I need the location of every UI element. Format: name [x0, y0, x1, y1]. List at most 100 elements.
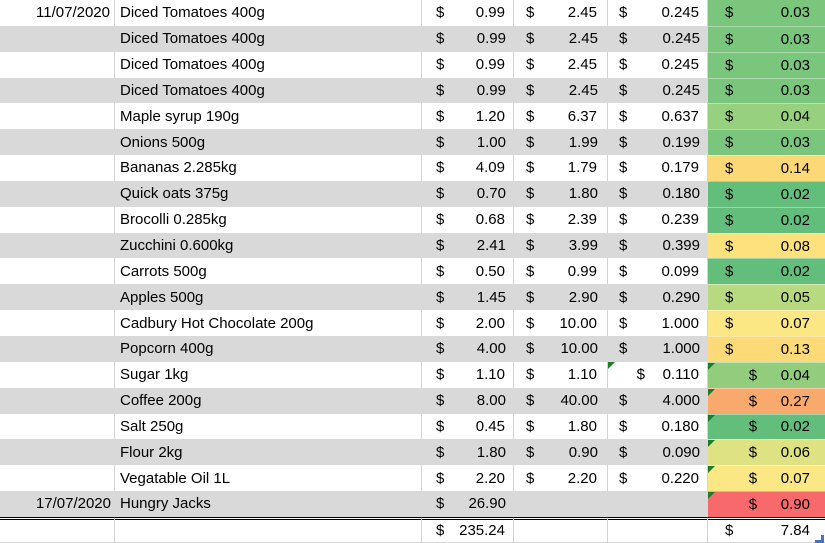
- cell-item[interactable]: Sugar 1kg: [115, 361, 422, 388]
- cell-date[interactable]: [0, 465, 115, 492]
- cell-full-price[interactable]: $40.00: [514, 387, 608, 414]
- cell-cost-per-serve[interactable]: $0.03: [708, 129, 825, 156]
- cell-unit-price[interactable]: $4.000: [608, 387, 708, 414]
- cell-full-price[interactable]: $2.45: [514, 51, 608, 78]
- cell-date[interactable]: [0, 155, 115, 181]
- cell-cost-per-serve[interactable]: $0.07: [708, 465, 825, 492]
- cell-price-paid[interactable]: $0.99: [422, 0, 514, 26]
- cell-full-price[interactable]: $6.37: [514, 103, 608, 130]
- cell-full-price[interactable]: [514, 491, 608, 517]
- cell-full-price[interactable]: $1.10: [514, 361, 608, 388]
- cell-cost-per-serve[interactable]: $0.02: [708, 258, 825, 285]
- cell-date[interactable]: [0, 439, 115, 466]
- cell-total-spent[interactable]: $235.24: [422, 516, 514, 543]
- cell-cost-per-serve[interactable]: $0.04: [708, 103, 825, 130]
- cell-unit-price[interactable]: $0.179: [608, 155, 708, 181]
- cell-unit-price[interactable]: $0.245: [608, 77, 708, 104]
- cell-price-paid[interactable]: $8.00: [422, 387, 514, 414]
- cell-cost-per-serve[interactable]: $0.06: [708, 439, 825, 466]
- cell-item[interactable]: Coffee 200g: [115, 387, 422, 414]
- cell-price-paid[interactable]: $0.70: [422, 180, 514, 207]
- cell-item[interactable]: Diced Tomatoes 400g: [115, 0, 422, 26]
- cell-item[interactable]: Flour 2kg: [115, 439, 422, 466]
- cell-empty[interactable]: [115, 516, 422, 543]
- cell-unit-price[interactable]: $0.110: [608, 361, 708, 388]
- cell-unit-price[interactable]: $0.099: [608, 258, 708, 285]
- cell-item[interactable]: Onions 500g: [115, 129, 422, 156]
- cell-unit-price[interactable]: $1.000: [608, 335, 708, 362]
- cell-price-paid[interactable]: $0.45: [422, 413, 514, 440]
- cell-cost-per-serve[interactable]: $0.02: [708, 413, 825, 440]
- cell-date[interactable]: [0, 77, 115, 104]
- cell-unit-price[interactable]: $0.290: [608, 284, 708, 311]
- cell-date[interactable]: [0, 232, 115, 259]
- cell-date[interactable]: [0, 413, 115, 440]
- cell-full-price[interactable]: $1.99: [514, 129, 608, 156]
- cell-full-price[interactable]: $10.00: [514, 310, 608, 336]
- cell-date[interactable]: [0, 51, 115, 78]
- cell-cost-per-serve[interactable]: $0.05: [708, 284, 825, 311]
- cell-full-price[interactable]: $0.90: [514, 439, 608, 466]
- cell-full-price[interactable]: $1.80: [514, 413, 608, 440]
- cell-item[interactable]: Vegatable Oil 1L: [115, 465, 422, 492]
- cell-date[interactable]: [0, 258, 115, 285]
- cell-full-price[interactable]: $2.45: [514, 25, 608, 52]
- cell-full-price[interactable]: $2.45: [514, 77, 608, 104]
- cell-price-paid[interactable]: $0.50: [422, 258, 514, 285]
- cell-full-price[interactable]: $1.79: [514, 155, 608, 181]
- cell-item[interactable]: Diced Tomatoes 400g: [115, 77, 422, 104]
- cell-item[interactable]: Diced Tomatoes 400g: [115, 51, 422, 78]
- cell-full-price[interactable]: $10.00: [514, 335, 608, 362]
- cell-date[interactable]: [0, 361, 115, 388]
- cell-item[interactable]: Zucchini 0.600kg: [115, 232, 422, 259]
- cell-cost-per-serve[interactable]: $0.14: [708, 155, 825, 181]
- cell-item[interactable]: Popcorn 400g: [115, 335, 422, 362]
- cell-full-price[interactable]: $3.99: [514, 232, 608, 259]
- cell-full-price[interactable]: $2.45: [514, 0, 608, 26]
- cell-item[interactable]: Apples 500g: [115, 284, 422, 311]
- cell-unit-price[interactable]: $0.637: [608, 103, 708, 130]
- cell-date[interactable]: [0, 206, 115, 233]
- cell-item[interactable]: Maple syrup 190g: [115, 103, 422, 130]
- cell-unit-price[interactable]: $0.245: [608, 25, 708, 52]
- cell-empty[interactable]: [608, 516, 708, 543]
- cell-price-paid[interactable]: $1.80: [422, 439, 514, 466]
- cell-unit-price[interactable]: $0.090: [608, 439, 708, 466]
- cell-date[interactable]: [0, 310, 115, 336]
- cell-price-paid[interactable]: $2.41: [422, 232, 514, 259]
- cell-unit-price[interactable]: $0.399: [608, 232, 708, 259]
- cell-unit-price[interactable]: $0.245: [608, 51, 708, 78]
- cell-full-price[interactable]: $2.39: [514, 206, 608, 233]
- cell-item[interactable]: Salt 250g: [115, 413, 422, 440]
- cell-full-price[interactable]: $2.20: [514, 465, 608, 492]
- cell-item[interactable]: Hungry Jacks: [115, 491, 422, 517]
- cell-date[interactable]: [0, 129, 115, 156]
- cell-unit-price[interactable]: $1.000: [608, 310, 708, 336]
- cell-price-paid[interactable]: $1.00: [422, 129, 514, 156]
- cell-cost-per-serve[interactable]: $0.02: [708, 206, 825, 233]
- cell-total-per-serve[interactable]: $7.84: [708, 516, 825, 543]
- cell-price-paid[interactable]: $26.90: [422, 491, 514, 517]
- cell-date[interactable]: 17/07/2020: [0, 491, 115, 517]
- cell-price-paid[interactable]: $2.20: [422, 465, 514, 492]
- cell-price-paid[interactable]: $1.20: [422, 103, 514, 130]
- cell-price-paid[interactable]: $0.68: [422, 206, 514, 233]
- cell-item[interactable]: Bananas 2.285kg: [115, 155, 422, 181]
- cell-unit-price[interactable]: $0.180: [608, 180, 708, 207]
- cell-empty[interactable]: [0, 516, 115, 543]
- cell-price-paid[interactable]: $1.10: [422, 361, 514, 388]
- cell-date[interactable]: [0, 103, 115, 130]
- cell-cost-per-serve[interactable]: $0.03: [708, 77, 825, 104]
- cell-price-paid[interactable]: $1.45: [422, 284, 514, 311]
- cell-cost-per-serve[interactable]: $0.04: [708, 361, 825, 388]
- table-resize-handle[interactable]: [815, 535, 824, 543]
- cell-item[interactable]: Brocolli 0.285kg: [115, 206, 422, 233]
- cell-full-price[interactable]: $1.80: [514, 180, 608, 207]
- cell-empty[interactable]: [514, 516, 608, 543]
- cell-cost-per-serve[interactable]: $0.03: [708, 51, 825, 78]
- cell-date[interactable]: [0, 25, 115, 52]
- cell-price-paid[interactable]: $4.00: [422, 335, 514, 362]
- cell-price-paid[interactable]: $0.99: [422, 51, 514, 78]
- cell-cost-per-serve[interactable]: $0.90: [708, 491, 825, 517]
- cell-cost-per-serve[interactable]: $0.03: [708, 0, 825, 26]
